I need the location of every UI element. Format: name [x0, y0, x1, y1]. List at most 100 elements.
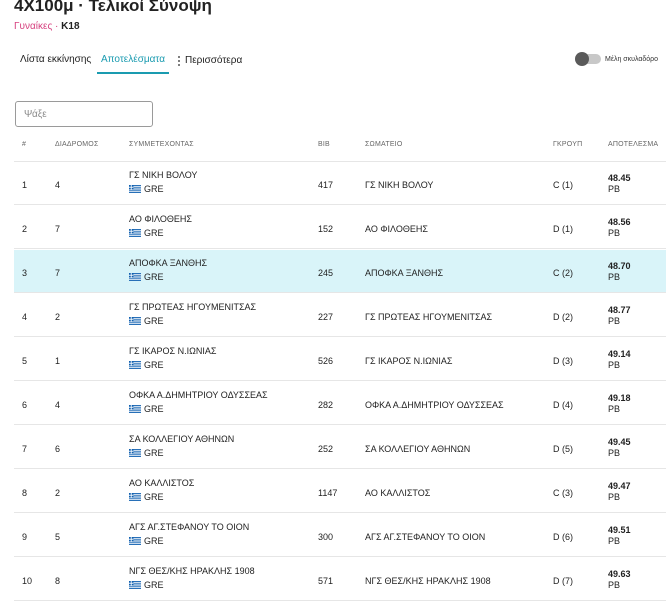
rank-cell: 9 [22, 532, 28, 542]
table-row[interactable]: 5 1 ΓΣ ΙΚΑΡΟΣ Ν.ΙΩΝΙΑΣ GRE 526 ΓΣ ΙΚΑΡΟΣ Ν.ΙΩ… [14, 338, 666, 381]
group-cell: C (3) [553, 488, 573, 498]
country-cell: GRE [129, 316, 164, 326]
lane-cell: 4 [55, 180, 61, 190]
participant-name[interactable]: ΓΣ ΙΚΑΡΟΣ Ν.ΙΩΝΙΑΣ [129, 346, 217, 356]
club-cell: ΝΓΣ ΘΕΣ/ΚΗΣ ΗΡΑΚΛΗΣ 1908 [365, 576, 491, 586]
group-cell: D (1) [553, 224, 573, 234]
country-code: GRE [144, 360, 164, 370]
result-note: PB [608, 228, 621, 238]
age-group-label: K18 [61, 21, 80, 32]
bib-cell: 252 [318, 444, 334, 454]
participant-name[interactable]: ΓΣ ΝΙΚΗ ΒΟΛΟΥ [129, 170, 198, 180]
result-note: PB [608, 448, 621, 458]
rank-cell: 6 [22, 400, 28, 410]
country-code: GRE [144, 448, 164, 458]
participant-name[interactable]: ΑΠΟΦΚΑ ΞΑΝΘΗΣ [129, 258, 208, 268]
bib-cell: 300 [318, 532, 334, 542]
table-row[interactable]: 1 4 ΓΣ ΝΙΚΗ ΒΟΛΟΥ GRE 417 ΓΣ ΝΙΚΗ ΒΟΛΟΥ C (1) 4… [14, 162, 666, 205]
lane-cell: 6 [55, 444, 61, 454]
table-row[interactable]: 7 6 ΣΑ ΚΟΛΛΕΓΙΟΥ ΑΘΗΝΩΝ GRE 252 ΣΑ ΚΟΛΛΕΓΙΟΥ … [14, 426, 666, 469]
club-cell: ΑΓΣ ΑΓ.ΣΤΕΦΑΝΟΥ ΤΟ ΟΙΟΝ [365, 532, 486, 542]
greece-flag-icon [129, 449, 141, 457]
participant-name[interactable]: ΑΓΣ ΑΓ.ΣΤΕΦΑΝΟΥ ΤΟ ΟΙΟΝ [129, 522, 250, 532]
club-cell: ΓΣ ΝΙΚΗ ΒΟΛΟΥ [365, 180, 434, 190]
country-cell: GRE [129, 448, 164, 458]
lane-cell: 2 [55, 488, 61, 498]
greece-flag-icon [129, 229, 141, 237]
result-mark: 49.45 [608, 437, 631, 447]
table-row[interactable]: 9 5 ΑΓΣ ΑΓ.ΣΤΕΦΑΝΟΥ ΤΟ ΟΙΟΝ GRE 300 ΑΓΣ ΑΓ.ΣΤ… [14, 514, 666, 557]
result-mark: 49.47 [608, 481, 631, 491]
lane-cell: 4 [55, 400, 61, 410]
tab-bar: Λίστα εκκίνησης Αποτελέσματα Περισσότερα [14, 50, 654, 74]
result-note: PB [608, 360, 621, 370]
greece-flag-icon [129, 537, 141, 545]
result-mark: 48.45 [608, 173, 631, 183]
country-cell: GRE [129, 228, 164, 238]
greece-flag-icon [129, 361, 141, 369]
table-row[interactable]: 2 7 ΑΟ ΦΙΛΟΘΕΗΣ GRE 152 ΑΟ ΦΙΛΟΘΕΗΣ D (1) 48.56… [14, 206, 666, 249]
page-title: 4X100μ · Τελικοί Σύνοψη [14, 0, 212, 15]
tab-more[interactable]: Περισσότερα [178, 50, 242, 72]
greece-flag-icon [129, 185, 141, 193]
club-cell: ΓΣ ΙΚΑΡΟΣ Ν.ΙΩΝΙΑΣ [365, 356, 453, 366]
table-row[interactable]: 3 7 ΑΠΟΦΚΑ ΞΑΝΘΗΣ GRE 245 ΑΠΟΦΚΑ ΞΑΝΘΗΣ C (2) 4… [14, 250, 666, 293]
tab-start-list[interactable]: Λίστα εκκίνησης [20, 54, 92, 65]
col-result-header[interactable]: ΑΠΟΤΕΛΕΣΜΑ [608, 141, 659, 148]
rank-cell: 4 [22, 312, 28, 322]
greece-flag-icon [129, 273, 141, 281]
country-cell: GRE [129, 404, 164, 414]
group-cell: D (4) [553, 400, 573, 410]
participant-name[interactable]: ΟΦΚΑ Α.ΔΗΜΗΤΡΙΟΥ ΟΔΥΣΣΕΑΣ [129, 390, 268, 400]
club-cell: ΓΣ ΠΡΩΤΕΑΣ ΗΓΟΥΜΕΝΙΤΣΑΣ [365, 312, 493, 322]
rank-cell: 8 [22, 488, 28, 498]
col-group-header[interactable]: ΓΚΡΟΥΠ [553, 141, 583, 148]
group-cell: D (5) [553, 444, 573, 454]
participant-name[interactable]: ΑΟ ΦΙΛΟΘΕΗΣ [129, 214, 192, 224]
table-row[interactable]: 4 2 ΓΣ ΠΡΩΤΕΑΣ ΗΓΟΥΜΕΝΙΤΣΑΣ GRE 227 ΓΣ ΠΡΩΤΕΑ… [14, 294, 666, 337]
bib-cell: 152 [318, 224, 334, 234]
country-cell: GRE [129, 536, 164, 546]
rank-cell: 10 [22, 576, 33, 586]
col-lane-header[interactable]: ΔΙΑΔΡΟΜΟΣ [55, 141, 99, 148]
col-bib-header[interactable]: BIB [318, 141, 330, 148]
result-mark: 49.18 [608, 393, 631, 403]
dark-mode-toggle[interactable] [575, 52, 601, 66]
event-subtitle: Γυναίκες · K18 [14, 21, 80, 32]
result-note: PB [608, 404, 621, 414]
result-note: PB [608, 184, 621, 194]
country-cell: GRE [129, 272, 164, 282]
col-rank-header[interactable]: # [22, 141, 27, 148]
rank-cell: 2 [22, 224, 28, 234]
search-input[interactable] [15, 101, 153, 127]
category-label: Γυναίκες [14, 21, 53, 32]
participant-name[interactable]: ΓΣ ΠΡΩΤΕΑΣ ΗΓΟΥΜΕΝΙΤΣΑΣ [129, 302, 257, 312]
header-divider [14, 161, 666, 162]
table-row[interactable]: 8 2 ΑΟ ΚΑΛΛΙΣΤΟΣ GRE 1147 ΑΟ ΚΑΛΛΙΣΤΟΣ C (3) 49… [14, 470, 666, 513]
group-cell: C (1) [553, 180, 573, 190]
bib-cell: 526 [318, 356, 334, 366]
group-cell: D (6) [553, 532, 573, 542]
result-mark: 49.63 [608, 569, 631, 579]
col-participant-header[interactable]: ΣΥΜΜΕΤΕΧΟΝΤΑΣ [129, 141, 194, 148]
group-cell: D (2) [553, 312, 573, 322]
participant-name[interactable]: ΝΓΣ ΘΕΣ/ΚΗΣ ΗΡΑΚΛΗΣ 1908 [129, 566, 255, 576]
participant-name[interactable]: ΣΑ ΚΟΛΛΕΓΙΟΥ ΑΘΗΝΩΝ [129, 434, 235, 444]
participant-name[interactable]: ΑΟ ΚΑΛΛΙΣΤΟΣ [129, 478, 195, 488]
result-mark: 48.56 [608, 217, 631, 227]
result-mark: 48.77 [608, 305, 631, 315]
rank-cell: 1 [22, 180, 28, 190]
group-cell: D (7) [553, 576, 573, 586]
result-mark: 49.51 [608, 525, 631, 535]
greece-flag-icon [129, 317, 141, 325]
table-row[interactable]: 6 4 ΟΦΚΑ Α.ΔΗΜΗΤΡΙΟΥ ΟΔΥΣΣΕΑΣ GRE 282 ΟΦΚΑ Α.… [14, 382, 666, 425]
tab-results[interactable]: Αποτελέσματα [97, 50, 170, 74]
lane-cell: 5 [55, 532, 61, 542]
table-row[interactable]: 10 8 ΝΓΣ ΘΕΣ/ΚΗΣ ΗΡΑΚΛΗΣ 1908 GRE 571 ΝΓΣ ΘΕΣ… [14, 558, 666, 601]
club-cell: ΑΟ ΚΑΛΛΙΣΤΟΣ [365, 488, 431, 498]
country-code: GRE [144, 404, 164, 414]
greece-flag-icon [129, 405, 141, 413]
col-club-header[interactable]: ΣΩΜΑΤΕΙΟ [365, 141, 403, 148]
lane-cell: 1 [55, 356, 61, 366]
lane-cell: 8 [55, 576, 61, 586]
